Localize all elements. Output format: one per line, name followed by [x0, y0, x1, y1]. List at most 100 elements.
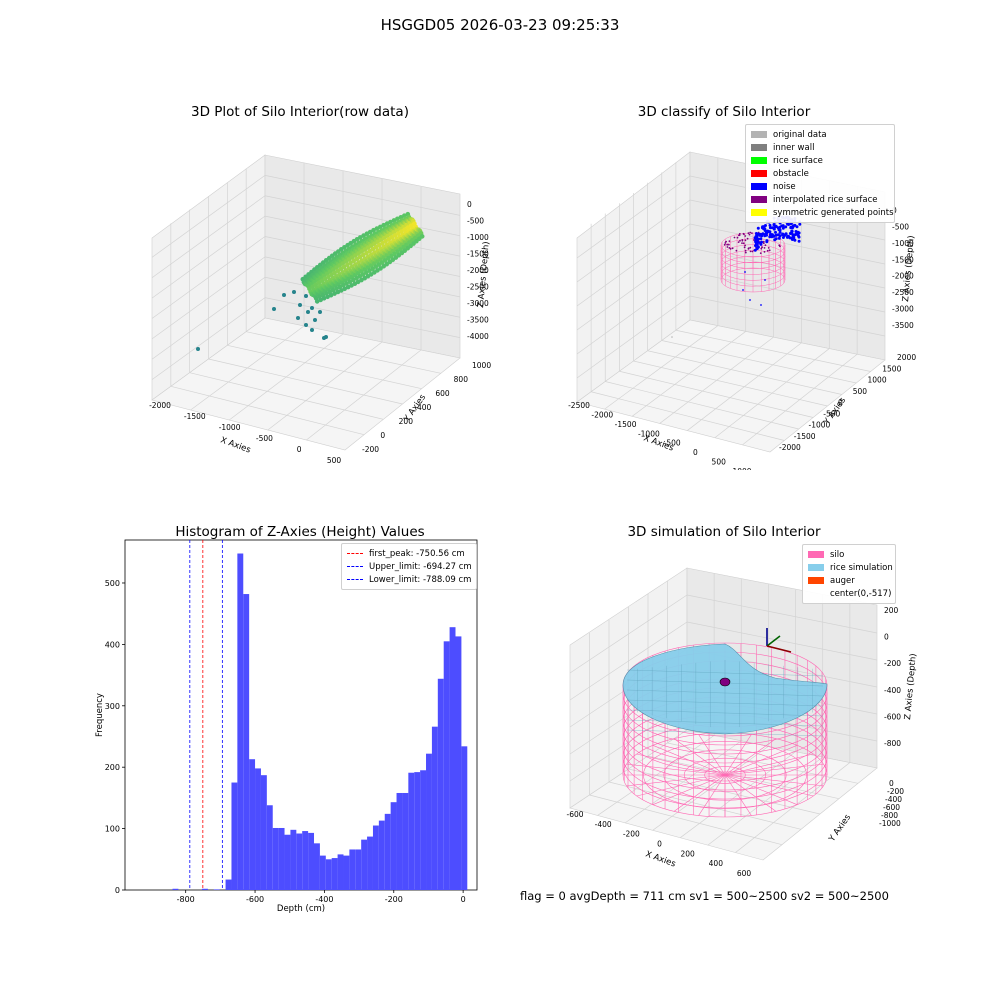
legend-swatch — [751, 144, 767, 151]
noise-point — [780, 224, 783, 227]
noise-point — [792, 224, 795, 227]
legend-label: auger — [830, 576, 855, 586]
histogram-chart: -800 -600 -400 -200 00100200300400500 Depth … — [80, 535, 500, 925]
noise-point — [791, 230, 794, 233]
x-axis-label: Depth (cm) — [277, 904, 325, 914]
histogram-bar — [267, 805, 273, 890]
interpolated-point — [747, 238, 749, 240]
noise-point — [760, 241, 763, 244]
legend-swatch — [808, 564, 824, 571]
histogram-bar — [367, 837, 373, 890]
interpolated-point — [745, 252, 747, 254]
tick-label: 600 — [435, 389, 450, 398]
interpolated-point — [750, 251, 752, 253]
tick-label: 200 — [884, 606, 899, 615]
interpolated-point — [724, 242, 726, 244]
simulation-3d-plot: -600-400-2000200400600-1000-800-600-400-… — [565, 560, 925, 885]
tick-label: -3500 — [467, 316, 489, 325]
tick-label: -400 — [885, 795, 902, 804]
legend-label: Upper_limit: -694.27 cm — [369, 562, 472, 572]
data-point — [420, 234, 425, 239]
interpolated-point — [743, 242, 745, 244]
noise-point — [769, 226, 772, 229]
noise-point — [756, 247, 759, 250]
histogram-bar — [279, 828, 285, 890]
legend-item: obstacle — [751, 167, 889, 180]
tick-label: -1500 — [184, 412, 206, 421]
noise-point — [757, 227, 760, 230]
status-readout: flag = 0 avgDepth = 711 cm sv1 = 500~250… — [520, 889, 889, 903]
interpolated-point — [736, 250, 738, 252]
legend-item: rice surface — [751, 154, 889, 167]
legend-label: rice surface — [773, 156, 823, 166]
histogram-bar — [231, 783, 237, 890]
noise-point — [767, 230, 770, 233]
noise-point — [765, 234, 768, 237]
raw-3d-plot: -2000-1500-1000-5000500-2000200400600800… — [140, 140, 500, 470]
tick-label: 1500 — [882, 364, 901, 373]
noise-point — [757, 233, 760, 236]
panel1-title: 3D Plot of Silo Interior(row data) — [150, 104, 450, 120]
tick-label: -2000 — [779, 443, 801, 452]
legend-swatch — [751, 209, 767, 216]
interpolated-point — [739, 240, 741, 242]
panel4-title: 3D simulation of Silo Interior — [574, 524, 874, 540]
histogram-bar — [349, 849, 355, 890]
histogram-bar — [249, 759, 255, 890]
tick-label: -200 — [887, 787, 904, 796]
x-axis-label: X Axies — [219, 435, 252, 455]
interpolated-point — [743, 233, 745, 235]
tick-label: 800 — [454, 375, 469, 384]
histogram-bar — [302, 831, 308, 890]
interpolated-point — [727, 246, 729, 248]
noise-point — [749, 299, 751, 301]
tick-label: -800 — [881, 811, 898, 820]
y-tick-label: 300 — [105, 702, 120, 711]
panel2-title: 3D classify of Silo Interior — [574, 104, 874, 120]
histogram-bar — [456, 636, 462, 890]
histogram-bar — [432, 727, 438, 890]
histogram-bar — [332, 858, 338, 890]
noise-point — [779, 234, 782, 237]
histogram-bar — [255, 768, 261, 890]
interpolated-point — [748, 247, 750, 249]
noise-point — [789, 236, 792, 239]
data-point — [304, 294, 308, 298]
legend-item: interpolated rice surface — [751, 193, 889, 206]
tick-label: -600 — [884, 712, 901, 721]
y-axis-label: Frequency — [95, 693, 105, 737]
data-point — [306, 310, 310, 314]
histogram-bar — [426, 754, 432, 890]
z-axis-label: Z Axies (Depth) — [903, 653, 919, 720]
histogram-bar — [173, 889, 179, 890]
y-tick-label: 200 — [105, 763, 120, 772]
tick-label: -500 — [467, 217, 484, 226]
histogram-bar — [314, 843, 320, 890]
legend-item: Upper_limit: -694.27 cm — [347, 560, 471, 573]
tick-label: -1000 — [879, 819, 901, 828]
interpolated-point — [745, 250, 747, 252]
noise-point — [755, 242, 758, 245]
tick-label: -1000 — [219, 423, 241, 432]
interpolated-point — [748, 232, 750, 234]
x-tick-label: -400 — [315, 895, 333, 904]
interpolated-point — [744, 235, 746, 237]
tick-label: -500 — [892, 222, 909, 231]
interpolated-point — [761, 246, 763, 248]
noise-point — [782, 236, 785, 239]
histogram-bar — [273, 828, 279, 890]
tick-label: -1500 — [794, 432, 816, 441]
histogram-bar — [444, 641, 450, 890]
tick-label: 0 — [693, 448, 698, 457]
noise-point — [760, 304, 762, 306]
noise-point — [792, 236, 795, 239]
legend-label: silo — [830, 550, 844, 560]
noise-point — [775, 234, 778, 237]
histogram-bar — [402, 793, 408, 890]
interpolated-point — [768, 247, 770, 249]
histogram-bar — [438, 679, 444, 890]
x-axis-label: X Axies — [644, 849, 677, 869]
histogram-bar — [397, 793, 403, 890]
interpolated-point — [742, 240, 744, 242]
data-point — [318, 310, 322, 314]
